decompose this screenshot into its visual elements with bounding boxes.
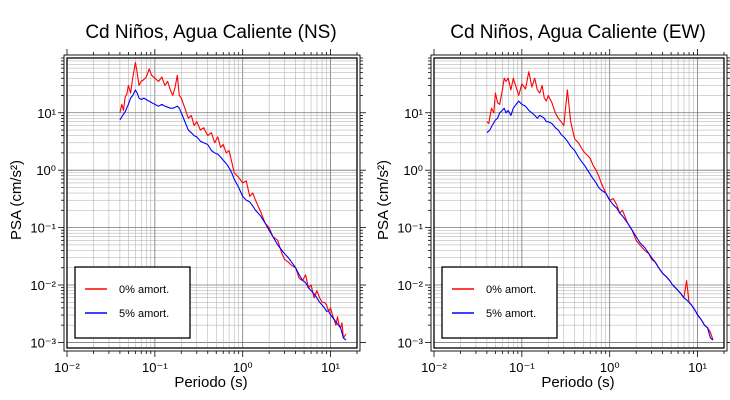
legend-box: [441, 266, 558, 339]
plot-frame: [433, 57, 725, 349]
legend: 0% amort. 5% amort.: [441, 266, 558, 339]
x-axis-label: Periodo (s): [541, 374, 614, 391]
y-tick-label: 10¹: [404, 106, 423, 121]
x-tick-label: 10¹: [321, 360, 340, 375]
plot-outer-frame: [63, 54, 361, 352]
y-tick-label: 10⁻²: [397, 278, 423, 293]
y-tick-label: 10⁻¹: [30, 221, 56, 236]
y-tick-label: 10⁻²: [30, 278, 56, 293]
chart-panel-ns: Cd Niños, Agua Caliente (NS) Periodo (s)…: [8, 22, 366, 391]
y-tick-label: 10¹: [37, 106, 56, 121]
plot-outer-frame: [430, 54, 728, 352]
series-line-damping-0: [119, 61, 347, 339]
legend-label: 5% amort.: [486, 308, 536, 320]
x-axis-label: Periodo (s): [174, 374, 247, 391]
legend-label: 5% amort.: [119, 308, 169, 320]
y-axis-label: PSA (cm/s²): [8, 160, 25, 240]
y-tick-label: 10⁰: [403, 163, 423, 178]
x-tick-label: 10¹: [688, 360, 707, 375]
x-tick-label: 10⁰: [600, 360, 620, 375]
plot-frame: [66, 57, 358, 349]
y-axis-label: PSA (cm/s²): [375, 160, 392, 240]
legend: 0% amort. 5% amort.: [74, 266, 191, 339]
plot-area: 10⁻² 10⁻¹ 10⁰ 10¹ 10⁻³ 10⁻² 10⁻¹ 10⁰ 10¹ 0% amort…: [397, 49, 730, 375]
series-line-damping-5: [486, 100, 714, 341]
plot-area: 10⁻² 10⁻¹ 10⁰ 10¹ 10⁻³ 10⁻² 10⁻¹ 10⁰ 10¹ 0% amort…: [30, 49, 366, 375]
x-tick-label: 10⁰: [233, 360, 253, 375]
x-tick-label: 10⁻¹: [509, 360, 535, 375]
x-tick-label: 10⁻²: [421, 360, 447, 375]
chart-panel-ew: Cd Niños, Agua Caliente (EW) Periodo (s)…: [375, 22, 730, 391]
y-tick-label: 10⁰: [36, 163, 56, 178]
chart-title: Cd Niños, Agua Caliente (NS): [85, 22, 336, 43]
legend-label: 0% amort.: [486, 284, 536, 296]
legend-label: 0% amort.: [119, 284, 169, 296]
chart-title: Cd Niños, Agua Caliente (EW): [450, 22, 706, 43]
x-tick-label: 10⁻¹: [142, 360, 168, 375]
series-line-damping-5: [119, 89, 347, 341]
x-tick-label: 10⁻²: [54, 360, 80, 375]
y-tick-label: 10⁻³: [30, 335, 56, 350]
legend-box: [74, 266, 191, 339]
gridlines: [433, 57, 725, 348]
y-tick-label: 10⁻¹: [397, 221, 423, 236]
y-tick-label: 10⁻³: [397, 335, 423, 350]
